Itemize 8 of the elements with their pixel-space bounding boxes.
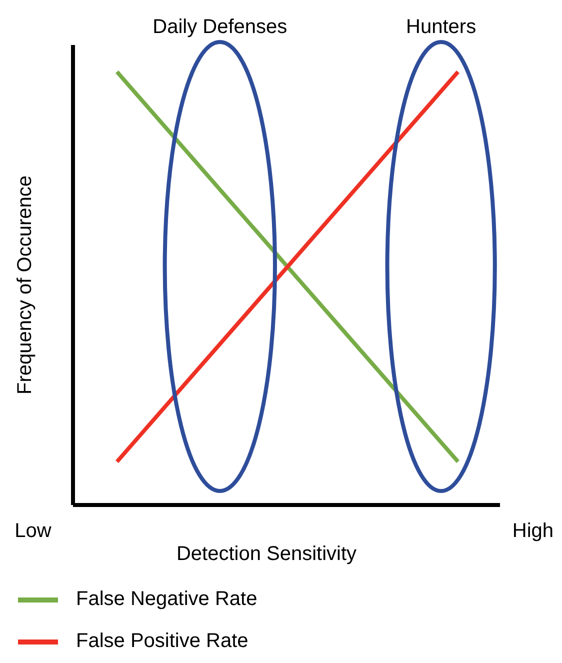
legend-label: False Negative Rate <box>76 588 258 610</box>
text: Low <box>14 520 52 542</box>
text: High <box>512 520 554 542</box>
text: Daily Defenses <box>152 16 288 38</box>
legend-label: False Positive Rate <box>76 630 248 652</box>
y-axis-title: Frequency of Occurence <box>14 176 36 394</box>
x-axis-title: Detection Sensitivity <box>176 543 357 565</box>
text: Hunters <box>406 16 476 38</box>
